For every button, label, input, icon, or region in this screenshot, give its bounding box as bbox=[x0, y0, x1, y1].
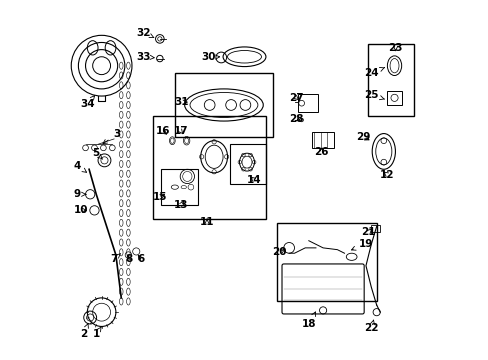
Text: 24: 24 bbox=[364, 67, 384, 78]
Text: 9: 9 bbox=[73, 189, 86, 199]
Text: 19: 19 bbox=[351, 239, 372, 250]
Text: 23: 23 bbox=[387, 43, 402, 53]
Text: 18: 18 bbox=[302, 312, 316, 329]
Bar bbox=[386, 91, 401, 105]
Text: 8: 8 bbox=[125, 254, 132, 264]
Text: 5: 5 bbox=[92, 148, 102, 159]
Text: 2: 2 bbox=[80, 324, 88, 339]
Text: 32: 32 bbox=[136, 28, 154, 38]
Text: 10: 10 bbox=[74, 205, 88, 215]
Text: 11: 11 bbox=[199, 217, 214, 227]
Bar bbox=[160, 169, 198, 205]
Text: 34: 34 bbox=[80, 96, 95, 109]
Bar bbox=[276, 223, 376, 301]
Text: 21: 21 bbox=[361, 227, 375, 237]
Text: 6: 6 bbox=[137, 254, 144, 264]
Bar bbox=[370, 225, 380, 232]
Bar bbox=[312, 132, 333, 148]
Bar bbox=[153, 116, 265, 219]
Text: 13: 13 bbox=[174, 200, 188, 210]
Text: 12: 12 bbox=[379, 170, 394, 180]
Text: 14: 14 bbox=[247, 175, 261, 185]
Text: 29: 29 bbox=[355, 132, 369, 142]
Text: 20: 20 bbox=[271, 247, 286, 257]
Text: 31: 31 bbox=[174, 97, 188, 107]
Text: 4: 4 bbox=[74, 161, 86, 172]
Text: 33: 33 bbox=[136, 52, 154, 62]
Text: 3: 3 bbox=[102, 129, 121, 144]
Bar bbox=[230, 144, 265, 184]
Text: 25: 25 bbox=[364, 90, 384, 100]
Text: 17: 17 bbox=[173, 126, 188, 136]
Bar bbox=[367, 44, 413, 116]
Text: 15: 15 bbox=[152, 192, 167, 202]
Text: 7: 7 bbox=[110, 253, 121, 264]
Text: 28: 28 bbox=[288, 113, 303, 123]
Bar bbox=[298, 94, 317, 112]
Text: 22: 22 bbox=[364, 320, 378, 333]
Text: 26: 26 bbox=[313, 147, 327, 157]
Bar bbox=[175, 73, 272, 137]
Text: 27: 27 bbox=[288, 93, 303, 103]
Text: 16: 16 bbox=[156, 126, 170, 136]
Text: 1: 1 bbox=[92, 327, 102, 339]
Text: 30: 30 bbox=[201, 53, 219, 63]
